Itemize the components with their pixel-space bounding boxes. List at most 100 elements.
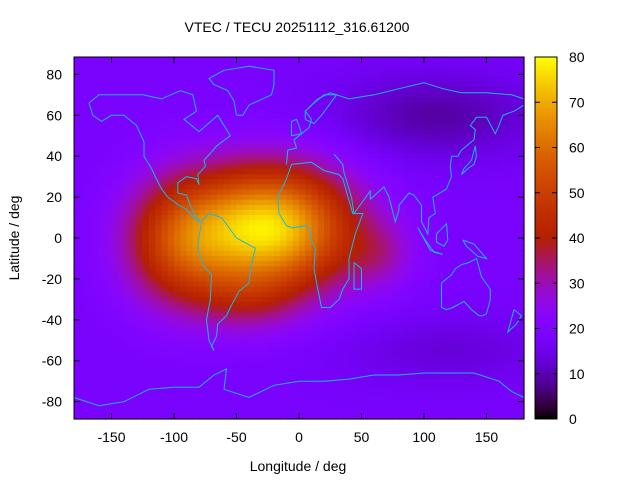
heat-cell — [155, 178, 163, 185]
heat-cell — [74, 255, 81, 262]
heat-cell — [167, 117, 175, 124]
heat-cell — [136, 270, 144, 277]
heat-cell — [349, 291, 356, 297]
heat-cell — [330, 188, 338, 195]
heat-cell — [480, 148, 488, 154]
heat-cell — [261, 393, 269, 400]
heat-cell — [242, 306, 250, 313]
heat-cell — [417, 178, 425, 185]
heat-cell — [111, 153, 119, 159]
heat-cell — [480, 260, 488, 267]
heat-cell — [492, 260, 500, 267]
heat-cell — [436, 148, 444, 154]
heat-cell — [274, 265, 281, 272]
heat-cell — [336, 321, 344, 328]
heat-cell — [386, 270, 394, 277]
heat-cell — [499, 280, 506, 287]
heat-cell — [99, 265, 106, 272]
heat-cell — [424, 306, 431, 313]
heat-cell — [167, 347, 175, 354]
heat-cell — [399, 367, 406, 374]
heat-cell — [505, 117, 513, 124]
heat-cell — [317, 61, 325, 67]
heat-cell — [411, 275, 419, 282]
heat-cell — [392, 148, 400, 154]
heat-cell — [461, 291, 469, 297]
heat-cell — [130, 66, 138, 72]
heat-cell — [436, 96, 444, 103]
heat-cell — [186, 153, 194, 159]
heat-cell — [149, 178, 156, 185]
heat-cell — [442, 158, 450, 164]
heat-cell — [449, 219, 456, 226]
heat-cell — [224, 301, 231, 308]
heat-cell — [205, 66, 213, 72]
heat-cell — [399, 86, 406, 93]
heat-cell — [74, 306, 81, 313]
heat-cell — [299, 250, 306, 256]
heat-cell — [130, 398, 138, 405]
heat-cell — [242, 357, 250, 364]
heat-cell — [199, 362, 206, 369]
heat-cell — [330, 352, 338, 359]
heat-cell — [199, 301, 206, 308]
heat-cell — [480, 153, 488, 159]
heat-cell — [255, 173, 263, 180]
heat-cell — [417, 378, 425, 384]
heat-cell — [411, 321, 419, 328]
heat-cell — [267, 229, 275, 236]
heat-cell — [305, 81, 313, 88]
heat-cell — [261, 255, 269, 262]
heat-cell — [442, 204, 450, 210]
heat-cell — [105, 260, 113, 267]
heat-cell — [317, 393, 325, 400]
heat-cell — [449, 398, 456, 405]
heat-cell — [330, 357, 338, 364]
heat-cell — [136, 214, 144, 221]
heat-cell — [349, 286, 356, 292]
heat-cell — [399, 57, 406, 62]
heat-cell — [130, 388, 138, 395]
heat-cell — [392, 204, 400, 210]
heat-cell — [130, 229, 138, 236]
heat-cell — [305, 260, 313, 267]
heat-cell — [392, 199, 400, 205]
heat-cell — [349, 132, 356, 139]
heat-cell — [486, 173, 494, 180]
heat-cell — [167, 352, 175, 359]
heat-cell — [367, 61, 375, 67]
heat-cell — [167, 265, 175, 272]
heat-cell — [142, 209, 150, 216]
heat-cell — [492, 117, 500, 124]
heat-cell — [267, 204, 275, 210]
heat-cell — [124, 291, 131, 297]
heat-cell — [236, 378, 244, 384]
heat-cell — [505, 61, 513, 67]
heat-cell — [236, 352, 244, 359]
heat-cell — [324, 250, 331, 256]
heat-cell — [411, 296, 419, 302]
heat-cell — [267, 234, 275, 241]
heat-cell — [424, 260, 431, 267]
heat-cell — [280, 153, 288, 159]
heat-cell — [99, 383, 106, 389]
heat-cell — [474, 367, 481, 374]
heat-cell — [324, 61, 331, 67]
heat-cell — [286, 173, 294, 180]
heat-cell — [342, 296, 350, 302]
heat-cell — [136, 183, 144, 190]
heat-cell — [117, 357, 125, 364]
heat-cell — [267, 183, 275, 190]
heat-cell — [211, 117, 219, 124]
heat-cell — [142, 57, 150, 62]
heat-cell — [311, 117, 319, 124]
heat-cell — [417, 398, 425, 405]
heat-cell — [167, 240, 175, 246]
heat-cell — [186, 132, 194, 139]
heat-cell — [192, 229, 200, 236]
heat-cell — [449, 132, 456, 139]
heat-cell — [124, 158, 131, 164]
heat-cell — [105, 178, 113, 185]
heat-cell — [305, 393, 313, 400]
heat-cell — [80, 234, 88, 241]
